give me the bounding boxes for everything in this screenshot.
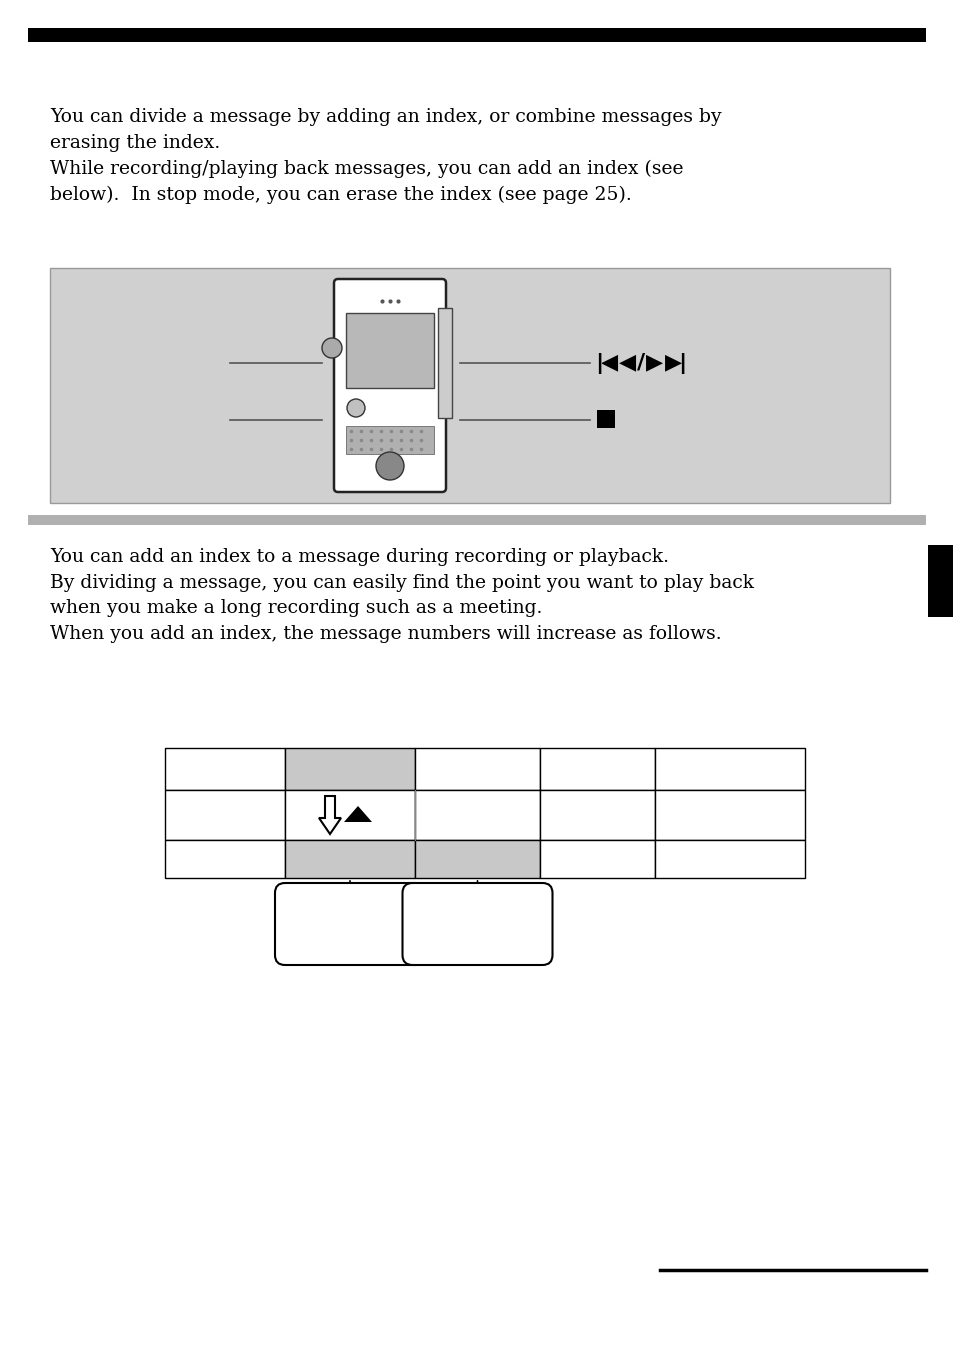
Bar (28, 515, 925, 525)
Bar (539, 790, 655, 841)
Bar (28, 28, 925, 42)
Bar (655, 841, 804, 878)
Bar (285, 790, 415, 841)
Bar (539, 841, 655, 878)
Bar (346, 426, 434, 455)
Circle shape (375, 452, 403, 480)
Bar (655, 790, 804, 841)
Bar (165, 790, 285, 841)
Bar (539, 748, 655, 790)
Circle shape (347, 399, 365, 417)
Bar (165, 841, 285, 878)
Bar (346, 313, 434, 387)
Text: You can add an index to a message during recording or playback.
By dividing a me: You can add an index to a message during… (50, 547, 753, 643)
Bar (285, 748, 415, 790)
Text: You can divide a message by adding an index, or combine messages by
erasing the : You can divide a message by adding an in… (50, 108, 720, 204)
Bar (927, 545, 953, 617)
FancyBboxPatch shape (274, 884, 424, 964)
Polygon shape (318, 796, 340, 834)
Bar (415, 748, 539, 790)
Bar (285, 841, 415, 878)
Bar (165, 748, 285, 790)
Bar (415, 790, 539, 841)
Text: $\mathbf{|\!\!\blacktriangleleft\!\!\blacktriangleleft\!/\!\blacktriangleright\!: $\mathbf{|\!\!\blacktriangleleft\!\!\bla… (595, 351, 685, 375)
Polygon shape (344, 806, 372, 822)
Circle shape (322, 338, 341, 358)
FancyBboxPatch shape (402, 884, 552, 964)
FancyBboxPatch shape (334, 278, 446, 492)
Bar (655, 748, 804, 790)
Bar (597, 410, 615, 428)
Bar (437, 308, 452, 418)
Bar (50, 268, 889, 503)
Bar (415, 841, 539, 878)
